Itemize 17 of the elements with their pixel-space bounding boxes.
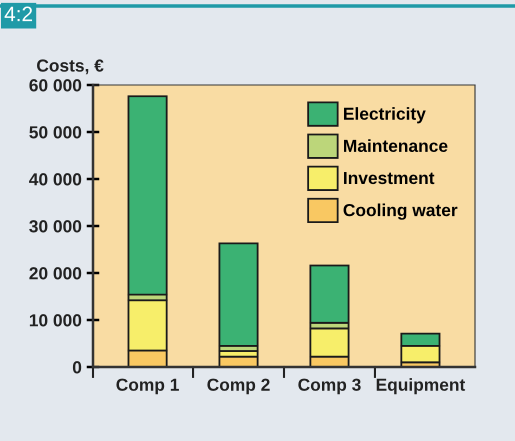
legend-label: Electricity	[344, 107, 426, 124]
text: 4:2	[4, 6, 32, 22]
legend-label: Maintenance	[344, 139, 448, 152]
x-tick-label: Comp 3	[298, 378, 361, 394]
legend-label: Cooling water	[344, 203, 458, 220]
y-tick-label: 50 000	[29, 126, 82, 138]
x-tick-label: Equipment	[376, 378, 466, 394]
y-tick-label: 0	[72, 361, 82, 374]
x-tick-label: Comp 1	[116, 378, 179, 394]
y-tick-label: 10 000	[30, 314, 82, 326]
legend-label: Investment	[344, 172, 434, 184]
x-tick-label: Comp 2	[207, 378, 270, 394]
y-tick-label: 40 000	[29, 173, 82, 186]
y-tick-label: 60 000	[29, 79, 82, 92]
y-axis-title: Costs, €	[37, 59, 104, 74]
y-tick-label: 30 000	[29, 220, 82, 232]
y-tick-label: 20 000	[29, 267, 82, 280]
